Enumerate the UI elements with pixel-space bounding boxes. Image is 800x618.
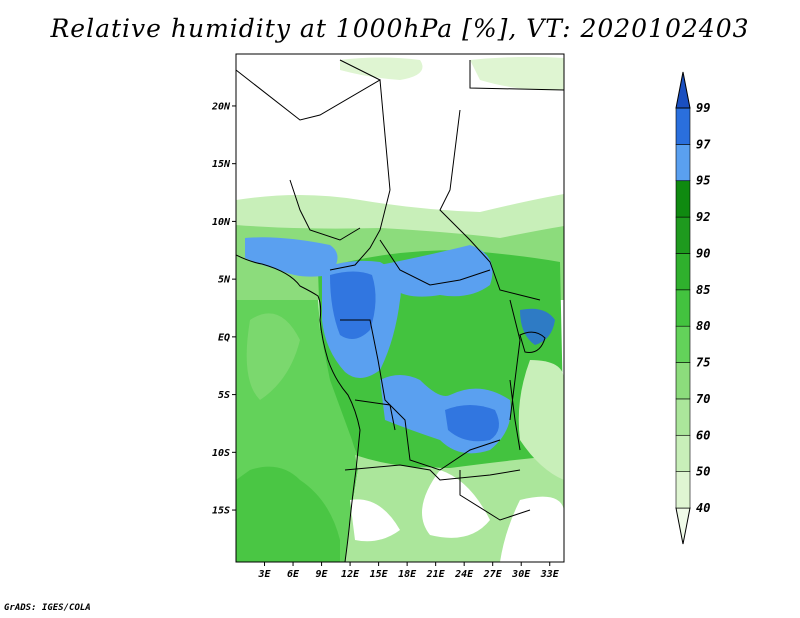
- lake-tanganyika: [509, 379, 521, 451]
- blue-dark-cameroon: [330, 271, 376, 339]
- north-east-green-patch: [470, 56, 564, 91]
- coastlines-borders: [236, 59, 564, 562]
- colorbar-bin: [675, 71, 691, 109]
- humidity-field: [236, 54, 564, 562]
- colorbar-label: 70: [696, 392, 710, 406]
- colorbar-bin: [675, 362, 691, 400]
- east-light-band: [518, 360, 564, 480]
- latitude-axis: 20N 15N 10N 5N EQ 5S 10S 15S: [211, 101, 236, 517]
- colorbar-bin: [675, 180, 691, 218]
- border-angola: [354, 399, 396, 431]
- colorbar-bin: [675, 144, 691, 182]
- lon-tick-label: 33E: [540, 569, 560, 580]
- colorbar-bin: [675, 398, 691, 436]
- lon-tick-label: 21E: [426, 569, 446, 580]
- colorbar-label: 80: [696, 319, 710, 333]
- colorbar-label: 60: [696, 428, 710, 442]
- colorbar-label: 85: [696, 283, 710, 297]
- blue-region-central: [380, 245, 493, 297]
- border-zambia: [459, 470, 531, 521]
- lat-tick-label: 10N: [212, 217, 231, 228]
- west-africa-coastline: [236, 254, 361, 562]
- border-ne: [469, 60, 564, 91]
- north-green-patch: [340, 57, 423, 80]
- lat-tick-label: 10S: [212, 448, 230, 459]
- southeast-dry-white: [500, 496, 564, 562]
- blue-dark-east: [520, 308, 555, 345]
- lake-victoria: [519, 331, 546, 353]
- lon-tick-label: 30E: [511, 569, 531, 580]
- lon-tick-label: 27E: [483, 569, 503, 580]
- lon-tick-label: 3E: [257, 569, 271, 580]
- map-frame: [235, 53, 565, 563]
- lat-tick-label: 20N: [211, 101, 231, 112]
- lon-tick-label: 18E: [398, 569, 417, 580]
- longitude-axis: 3E 6E 9E 12E 15E 18E 21E 24E 27E 30E 33E: [257, 562, 560, 580]
- southwest-dry-white: [350, 499, 400, 542]
- lat-tick-label: 15N: [212, 159, 231, 170]
- colorbar-bin: [675, 253, 691, 291]
- border-nigeria: [289, 179, 361, 241]
- lon-tick-label: 24E: [454, 569, 474, 580]
- grads-credit: GrADS: IGES/COLA: [4, 603, 91, 613]
- colorbar-bin: [675, 325, 691, 363]
- colorbar-bin: [675, 434, 691, 472]
- colorbar-label: 95: [696, 174, 710, 188]
- lon-tick-label: 9E: [316, 569, 329, 580]
- border-congo: [340, 319, 501, 471]
- colorbar-label: 99: [696, 101, 710, 115]
- ocean-lighter-patches: [246, 313, 300, 400]
- colorbar-label: 75: [696, 356, 710, 370]
- map-title: Relative humidity at 1000hPa [%], VT: 20…: [50, 14, 750, 43]
- colorbar-label: 90: [696, 246, 710, 260]
- colorbar-bin: [675, 107, 691, 145]
- colorbar-label: 40: [696, 501, 710, 515]
- lon-tick-label: 6E: [287, 569, 300, 580]
- colorbar-label: 92: [696, 210, 710, 224]
- lat-tick-label: 5N: [218, 275, 231, 286]
- lon-tick-label: 12E: [341, 569, 360, 580]
- border-south: [344, 464, 521, 481]
- colorbar-bin: [675, 289, 691, 327]
- border-sudan: [439, 109, 541, 301]
- colorbar-bin: [675, 507, 691, 545]
- border-north-2: [339, 59, 381, 81]
- colorbar-bin: [675, 216, 691, 254]
- border-north-1: [236, 69, 391, 191]
- border-car: [379, 239, 491, 286]
- southern-dry-white: [422, 470, 490, 538]
- colorbar-label: 97: [696, 137, 711, 151]
- colorbar-bin: [675, 471, 691, 509]
- colorbar: 40 50 60 70 75 80 85 90 92 95 97 99: [675, 71, 711, 545]
- lat-tick-label: EQ: [218, 332, 230, 343]
- blue-region-west: [245, 237, 338, 277]
- colorbar-label: 50: [696, 465, 710, 479]
- ocean-darker-south: [236, 466, 340, 562]
- lat-tick-label: 15S: [212, 506, 230, 517]
- lon-tick-label: 15E: [370, 569, 389, 580]
- blue-dark-congo: [445, 405, 499, 442]
- border-chad: [329, 189, 391, 271]
- lat-tick-label: 5S: [218, 390, 230, 401]
